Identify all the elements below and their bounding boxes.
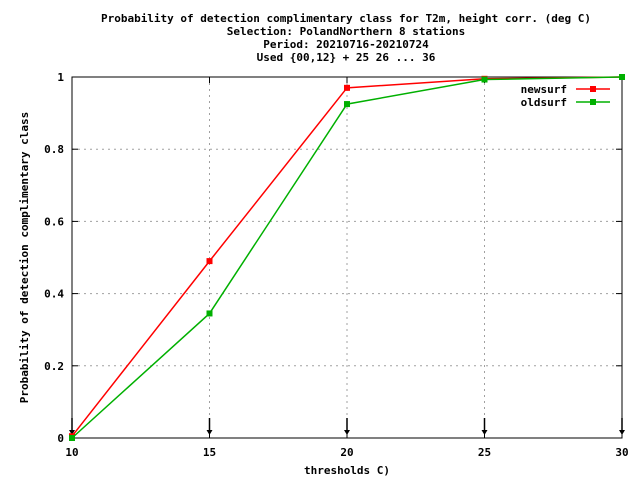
legend-label: oldsurf — [521, 96, 567, 109]
legend-entry: newsurf — [521, 83, 610, 96]
threshold-arrow — [619, 418, 625, 435]
y-tick-label: 0.2 — [44, 360, 64, 373]
x-tick-label: 15 — [203, 446, 216, 459]
series-oldsurf — [69, 74, 625, 441]
data-point — [69, 435, 75, 441]
data-point — [619, 74, 625, 80]
x-tick-label: 10 — [65, 446, 78, 459]
arrow-head — [69, 430, 75, 435]
title-line: Period: 20210716-20210724 — [263, 38, 429, 51]
data-point — [344, 84, 350, 91]
arrow-head — [344, 430, 350, 435]
data-point — [206, 310, 213, 317]
grid — [72, 77, 622, 438]
x-tick-label: 30 — [615, 446, 628, 459]
threshold-arrow — [344, 418, 350, 435]
data-point — [206, 258, 213, 265]
title-line: Selection: PolandNorthern 8 stations — [227, 25, 465, 38]
data-point — [344, 101, 350, 108]
x-tick-label: 20 — [340, 446, 353, 459]
arrow-head — [481, 430, 488, 435]
data-point — [481, 76, 488, 83]
title-line: Probability of detection complimentary c… — [101, 12, 591, 25]
threshold-arrow — [481, 418, 488, 435]
x-axis-label: thresholds C) — [304, 464, 390, 477]
axis-ticks: 10 15 20 25 30 0 0.2 0.4 0.6 0.8 1 — [44, 71, 629, 459]
legend-marker — [590, 86, 596, 92]
threshold-arrow — [206, 418, 213, 435]
y-tick-label: 1 — [57, 71, 64, 84]
y-tick-label: 0 — [57, 432, 64, 445]
threshold-arrow — [69, 418, 75, 435]
y-tick-label: 0.8 — [44, 143, 64, 156]
y-tick-label: 0.4 — [44, 288, 64, 301]
y-axis-label: Probability of detection complimentary c… — [18, 112, 31, 403]
legend-label: newsurf — [521, 83, 567, 96]
arrow-head — [206, 430, 213, 435]
x-tick-label: 25 — [478, 446, 491, 459]
legend-marker — [590, 99, 596, 105]
y-tick-label: 0.6 — [44, 215, 64, 228]
series-line — [71, 76, 623, 437]
series — [69, 74, 625, 441]
title-line: Used {00,12} + 25 26 ... 36 — [257, 51, 436, 64]
legend-entry: oldsurf — [521, 96, 610, 109]
arrow-head — [619, 430, 625, 435]
threshold-arrows — [69, 418, 625, 435]
chart-title: Probability of detection complimentary c… — [101, 12, 591, 64]
